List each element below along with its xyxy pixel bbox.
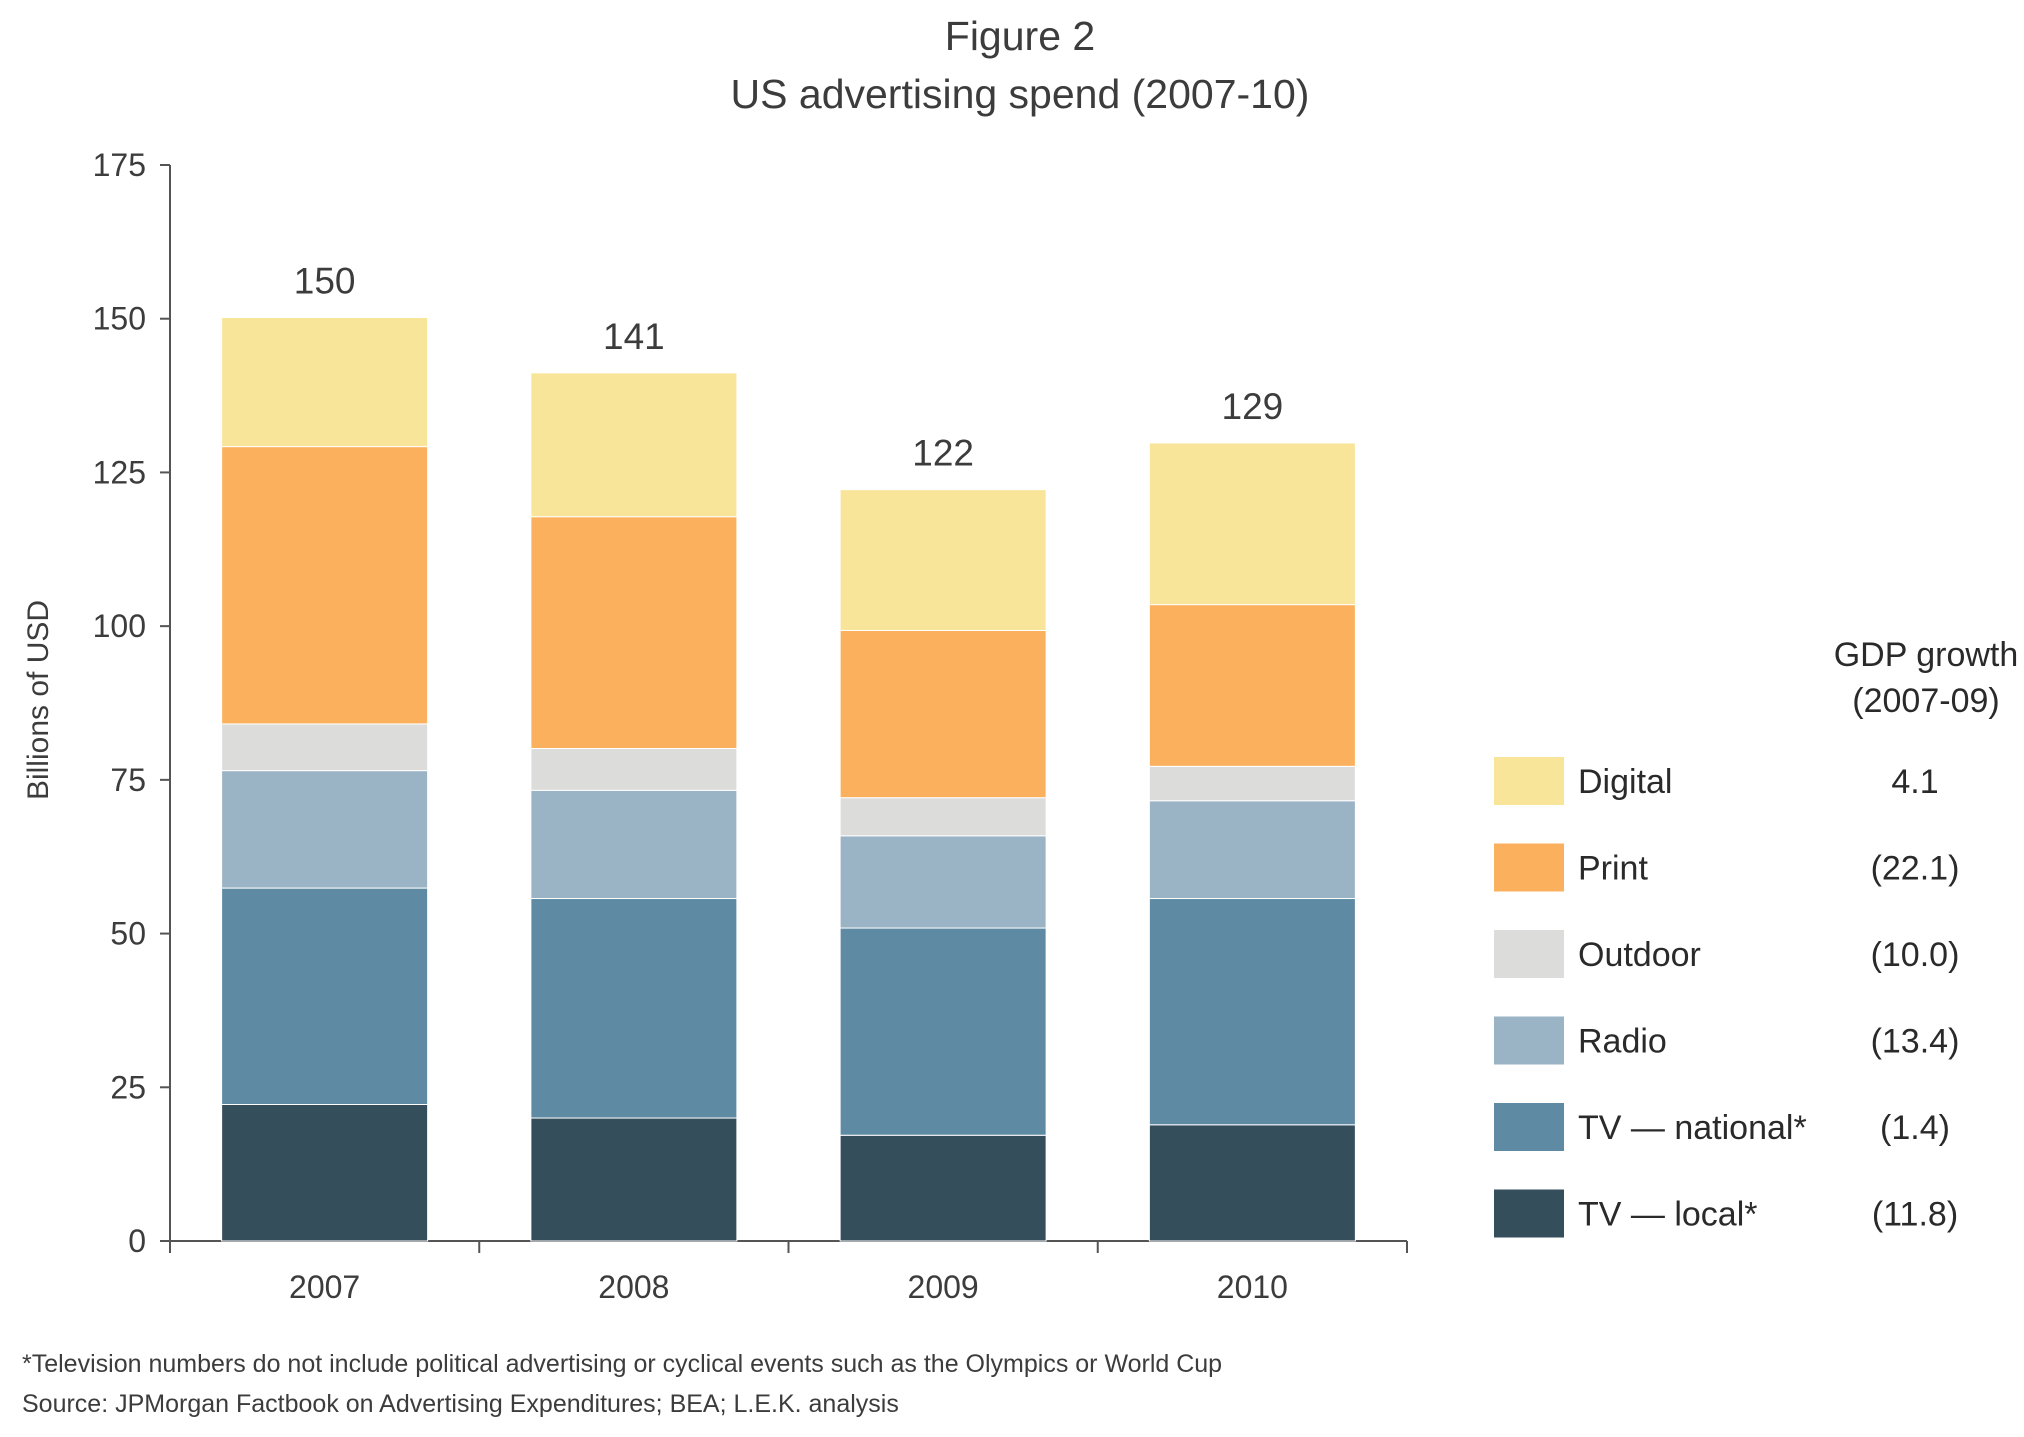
legend-gdp-value: (11.8) (1872, 1196, 1958, 1234)
bar-segment (839, 835, 1047, 929)
y-tick-label: 150 (93, 301, 146, 337)
bar-segment (839, 797, 1047, 837)
legend-label: TV — local* (1578, 1196, 1758, 1234)
y-tick-label: 50 (110, 916, 146, 952)
legend-swatch (1494, 757, 1564, 805)
footnote: *Television numbers do not include polit… (22, 1350, 1222, 1378)
y-tick-label: 25 (110, 1069, 146, 1105)
y-axis-label: Billions of USD (22, 600, 55, 800)
bar-segment (221, 723, 429, 772)
legend-swatch (1494, 930, 1564, 978)
x-tick-label: 2007 (289, 1269, 360, 1305)
chart-subtitle: US advertising spend (2007-10) (731, 71, 1310, 117)
bar-segment (221, 1104, 429, 1242)
bar-segment (530, 516, 738, 749)
legend-swatch (1494, 843, 1564, 892)
bar-segment (530, 898, 738, 1119)
bar-segment (1148, 442, 1356, 606)
legend-label: Digital (1578, 763, 1672, 801)
chart-title: Figure 2 (945, 13, 1095, 59)
bar-segment (839, 489, 1047, 631)
y-tick-label: 75 (110, 762, 146, 798)
axes: 0 25 50 75 100 125 150 175 2007 2008 2009 2010 (93, 147, 1408, 1305)
x-tick-label: 2008 (598, 1269, 669, 1305)
bar-segment (839, 629, 1047, 799)
bar-segment (530, 372, 738, 518)
bar-total-label: 141 (603, 316, 665, 357)
bar-segment (1148, 898, 1356, 1126)
y-tick-label: 0 (128, 1223, 146, 1259)
legend-gdp-value: (1.4) (1880, 1109, 1950, 1147)
bar-segment (1148, 1124, 1356, 1242)
bar-segment (1148, 800, 1356, 900)
legend-swatch (1494, 1016, 1564, 1065)
source-note: Source: JPMorgan Factbook on Advertising… (22, 1390, 899, 1418)
legend-label: TV — national* (1578, 1109, 1807, 1147)
bar-segment (221, 887, 429, 1106)
total-labels: 150 141 122 129 (294, 260, 1283, 473)
legend-label: Print (1578, 850, 1648, 888)
legend-gdp-value: 4.1 (1891, 763, 1938, 801)
bar-segment (221, 446, 429, 725)
bar-segment (839, 1134, 1047, 1242)
legend-gdp-value: (22.1) (1871, 850, 1960, 888)
bar-segment (530, 789, 738, 900)
y-tick-label: 125 (93, 454, 146, 490)
legend-label: Outdoor (1578, 936, 1701, 974)
bar-total-label: 122 (912, 433, 974, 474)
bars (221, 316, 1356, 1242)
y-tick-label: 100 (93, 608, 146, 644)
bar-segment (530, 1117, 738, 1242)
bar-total-label: 150 (294, 260, 356, 301)
legend-swatch (1494, 1103, 1564, 1151)
bar-segment (839, 927, 1047, 1136)
legend-header-line1: GDP growth (1834, 636, 2019, 674)
bar-segment (530, 747, 738, 791)
bar-segment (1148, 765, 1356, 802)
bar-segment (221, 316, 429, 448)
x-tick-label: 2009 (908, 1269, 979, 1305)
bar-segment (221, 770, 429, 889)
legend-label: Radio (1578, 1023, 1667, 1061)
x-tick-label: 2010 (1217, 1269, 1288, 1305)
bar-total-label: 129 (1222, 386, 1284, 427)
bar-segment (1148, 604, 1356, 767)
legend-header-line2: (2007-09) (1852, 682, 1999, 720)
legend-gdp-value: (13.4) (1871, 1023, 1960, 1061)
legend: GDP growth (2007-09) Digital 4.1 Print (22.… (1494, 636, 2018, 1238)
legend-swatch (1494, 1189, 1564, 1238)
y-tick-label: 175 (93, 147, 146, 183)
legend-gdp-value: (10.0) (1871, 936, 1960, 974)
